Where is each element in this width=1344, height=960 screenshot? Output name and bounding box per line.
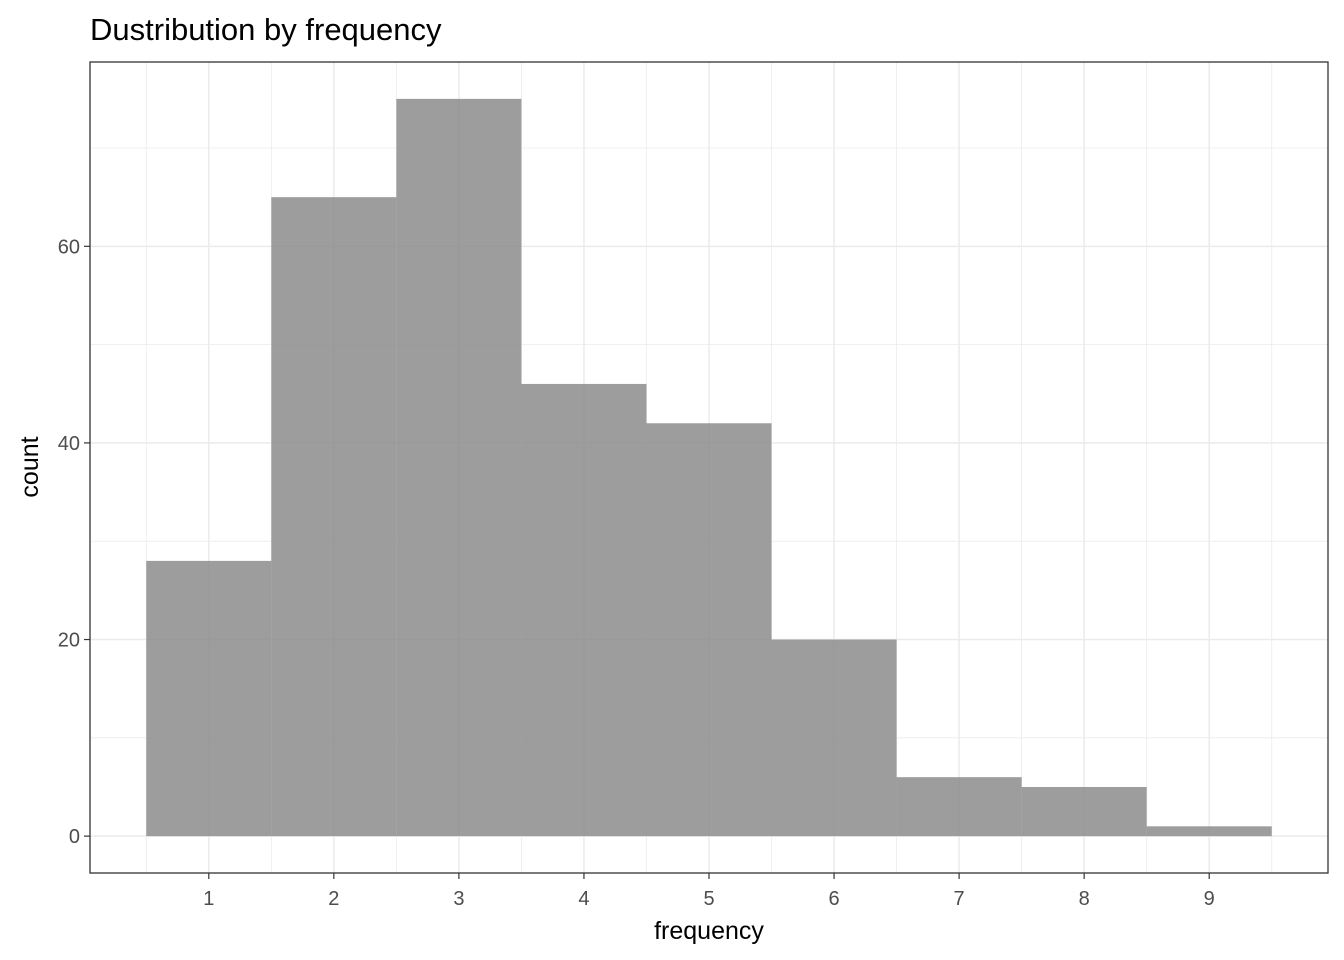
bar <box>396 98 522 837</box>
x-tick-label: 3 <box>453 888 464 910</box>
bar <box>1146 826 1272 837</box>
bar <box>771 639 897 837</box>
y-tick-label: 40 <box>58 433 80 455</box>
x-tick-label: 4 <box>578 888 589 910</box>
chart-title: Dustribution by frequency <box>90 12 442 47</box>
x-tick-label: 7 <box>954 888 965 910</box>
bar <box>1021 786 1147 837</box>
bar <box>646 423 772 837</box>
x-tick-label: 8 <box>1079 888 1090 910</box>
y-tick-label: 0 <box>69 826 80 848</box>
bar <box>896 777 1022 837</box>
bar <box>521 383 647 837</box>
bar <box>146 560 272 837</box>
x-tick-label: 9 <box>1204 888 1215 910</box>
x-tick-label: 1 <box>203 888 214 910</box>
x-tick-label: 2 <box>328 888 339 910</box>
bars <box>146 98 1272 837</box>
y-axis-title: count <box>16 436 44 497</box>
x-axis: 1 2 3 4 5 6 7 8 9 <box>203 873 1215 910</box>
y-axis: 0 20 40 60 <box>58 236 90 848</box>
x-tick-label: 6 <box>828 888 839 910</box>
x-tick-label: 5 <box>703 888 714 910</box>
y-tick-label: 60 <box>58 236 80 258</box>
x-axis-title: frequency <box>654 917 764 945</box>
y-tick-label: 20 <box>58 630 80 652</box>
bar <box>271 197 397 837</box>
